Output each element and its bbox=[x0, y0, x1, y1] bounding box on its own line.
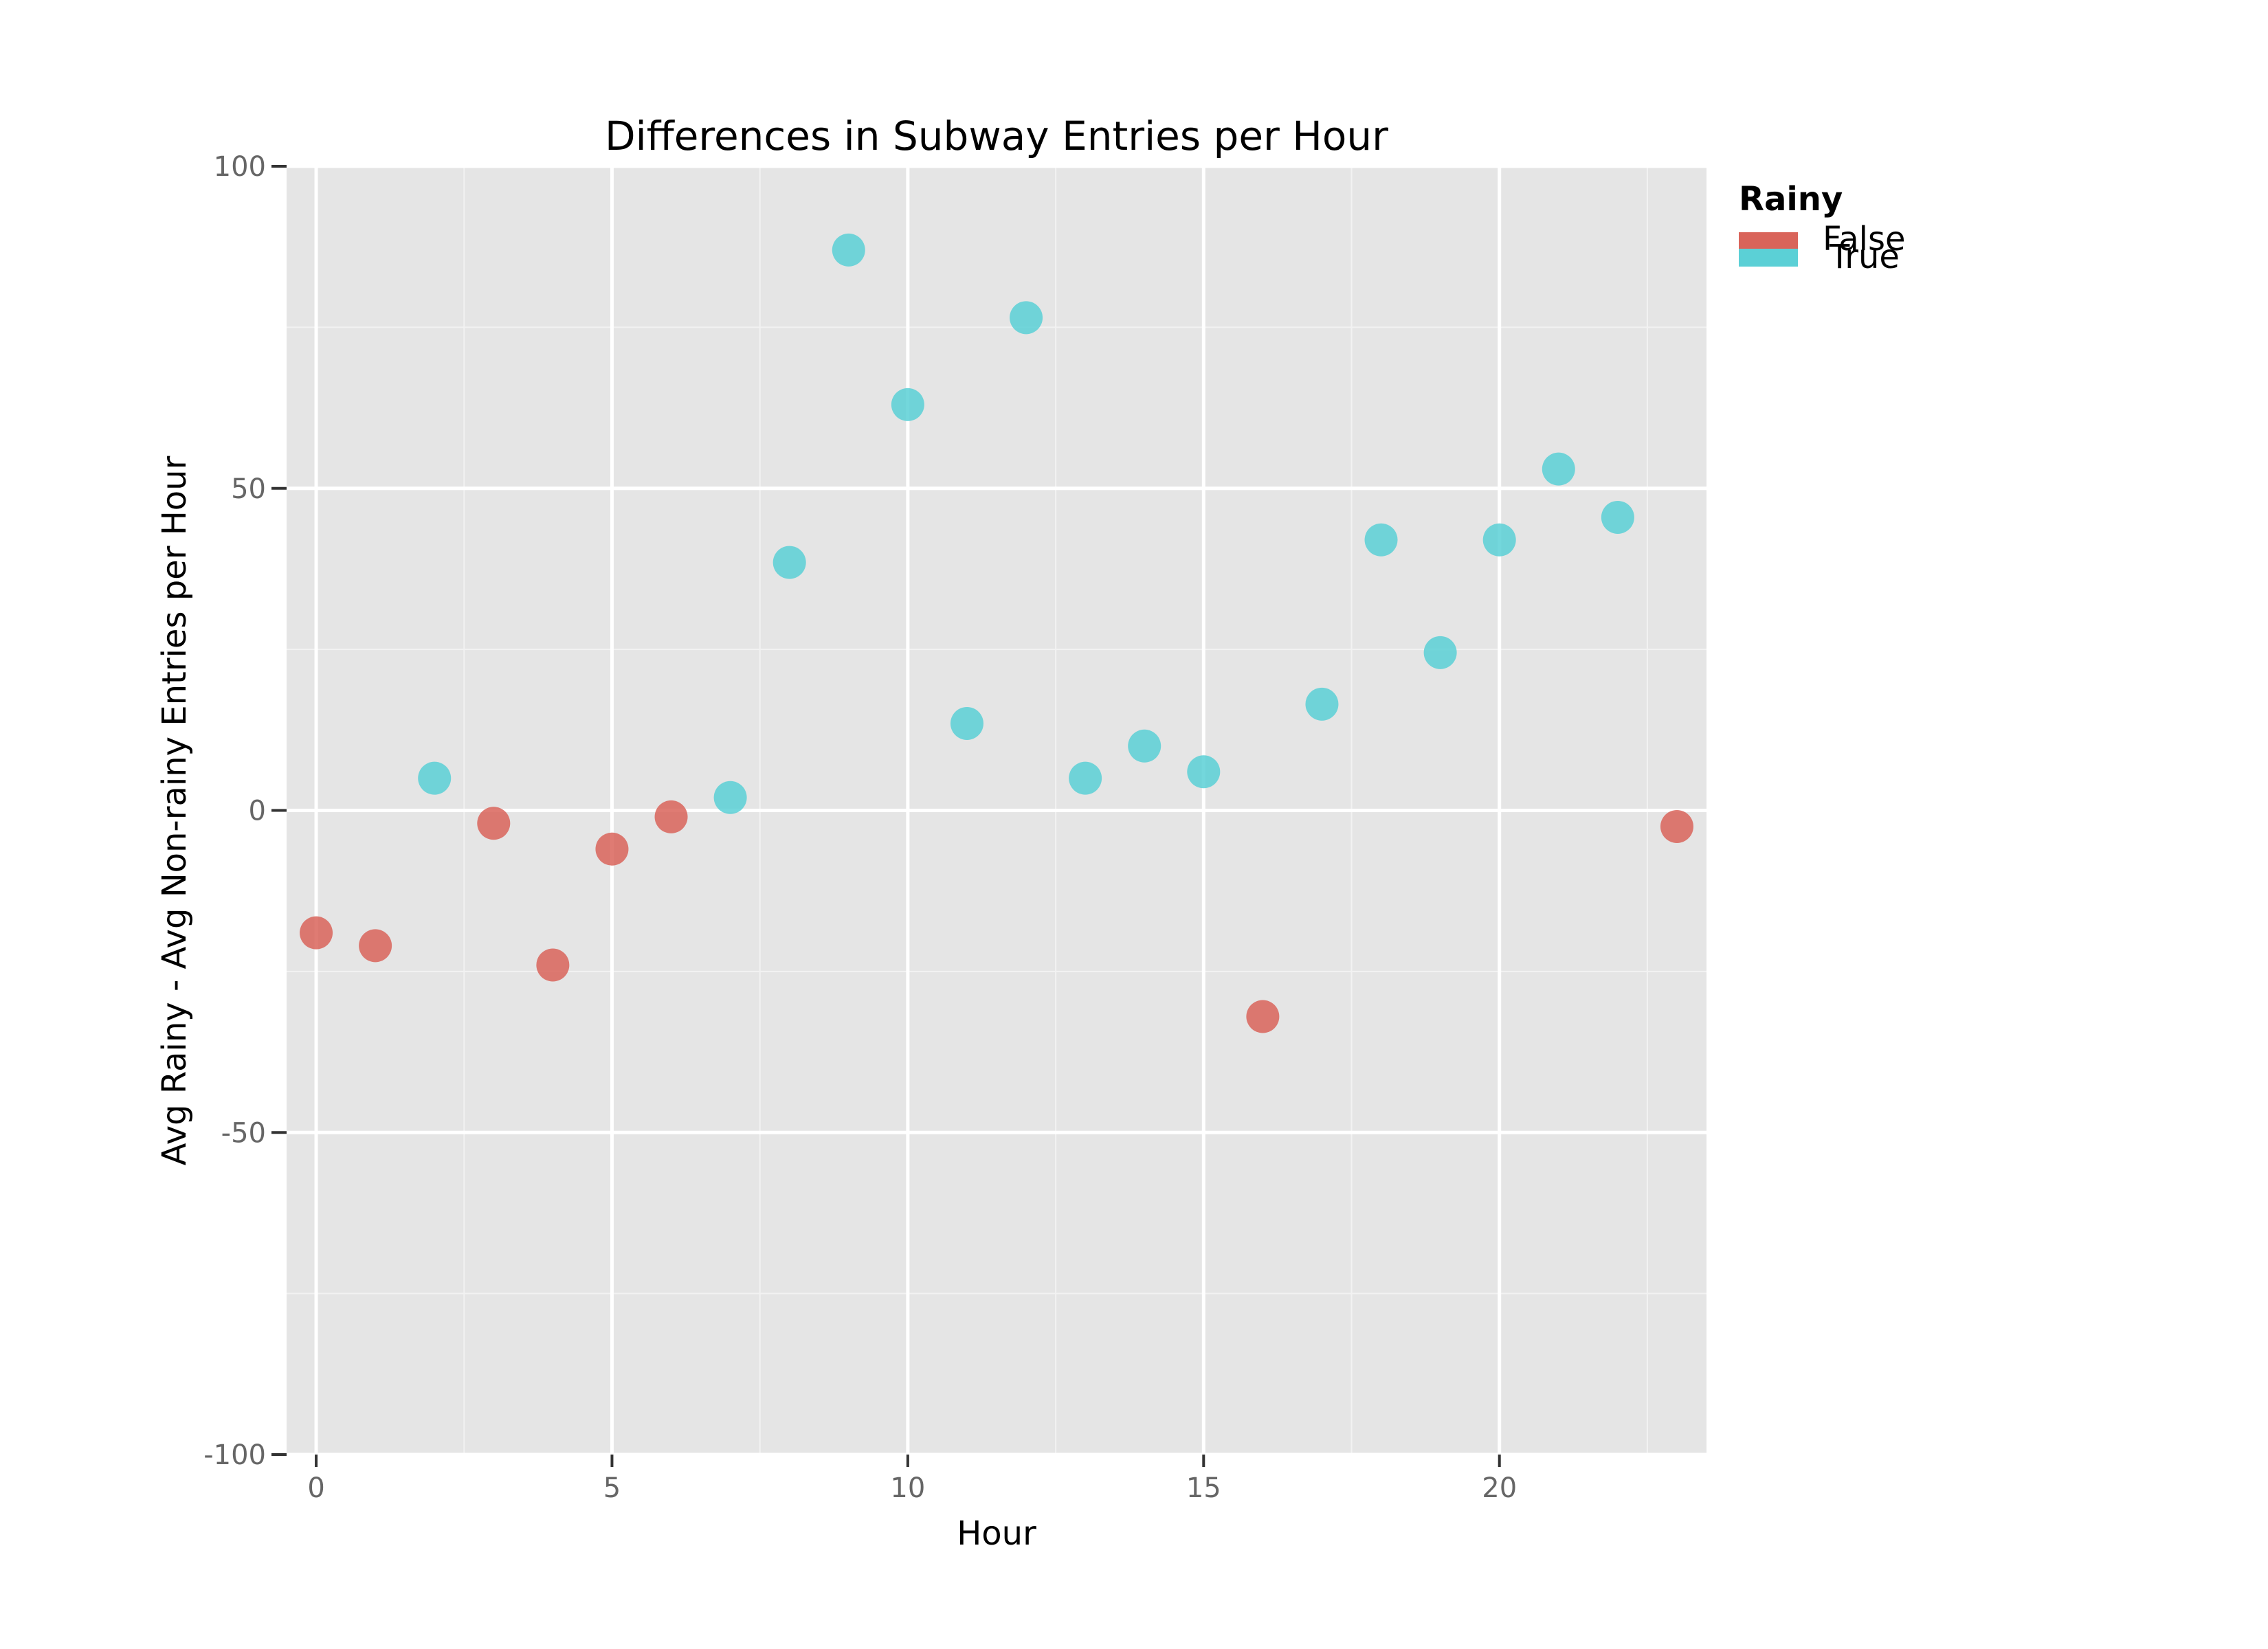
point-true bbox=[713, 781, 747, 814]
y-tick-label: 50 bbox=[231, 473, 266, 505]
x-tick-label: 0 bbox=[307, 1472, 324, 1504]
point-true bbox=[1069, 761, 1102, 795]
point-false bbox=[359, 929, 392, 963]
legend: Rainy False True bbox=[1739, 180, 1906, 276]
x-tick-label: 5 bbox=[603, 1472, 621, 1504]
x-tick-label: 10 bbox=[890, 1472, 925, 1504]
point-false bbox=[1660, 809, 1693, 843]
x-tick-label: 15 bbox=[1186, 1472, 1221, 1504]
point-true bbox=[772, 546, 806, 579]
major-gridlines bbox=[287, 164, 1706, 1457]
point-true bbox=[418, 761, 452, 795]
x-axis-title: Hour bbox=[957, 1514, 1036, 1553]
chart-title: Differences in Subway Entries per Hour bbox=[605, 113, 1388, 159]
y-tick-label: 0 bbox=[249, 796, 266, 827]
y-tick-label: -100 bbox=[203, 1439, 266, 1471]
point-true bbox=[1305, 687, 1339, 721]
legend-title: Rainy bbox=[1739, 180, 1843, 218]
legend-swatch-true bbox=[1739, 249, 1798, 267]
point-true bbox=[891, 388, 924, 421]
point-true bbox=[1601, 500, 1634, 534]
point-false bbox=[1246, 1000, 1280, 1033]
point-false bbox=[595, 832, 629, 866]
point-true bbox=[950, 706, 983, 740]
point-true bbox=[1128, 729, 1161, 763]
point-true bbox=[1482, 523, 1516, 557]
point-false bbox=[300, 916, 333, 950]
point-true bbox=[1187, 755, 1221, 789]
point-true bbox=[1542, 452, 1575, 486]
point-false bbox=[654, 800, 688, 833]
legend-label-true: True bbox=[1829, 238, 1900, 276]
y-tick-label: -50 bbox=[221, 1117, 266, 1149]
point-false bbox=[536, 948, 570, 982]
point-false bbox=[477, 807, 511, 840]
legend-swatch-false bbox=[1739, 232, 1798, 250]
x-tick-label: 20 bbox=[1482, 1472, 1517, 1504]
y-axis-title: Avg Rainy - Avg Non-rainy Entries per Ho… bbox=[155, 456, 194, 1165]
legend-label-false: False bbox=[1823, 220, 1906, 258]
point-true bbox=[1364, 523, 1398, 557]
point-true bbox=[832, 233, 865, 267]
point-true bbox=[1010, 301, 1043, 335]
point-true bbox=[1423, 636, 1457, 669]
y-tick-label: 100 bbox=[214, 151, 266, 183]
axis-ticks: 0 5 10 15 20 -100 -50 0 50 100 bbox=[203, 151, 1517, 1504]
data-points bbox=[300, 233, 1693, 1033]
